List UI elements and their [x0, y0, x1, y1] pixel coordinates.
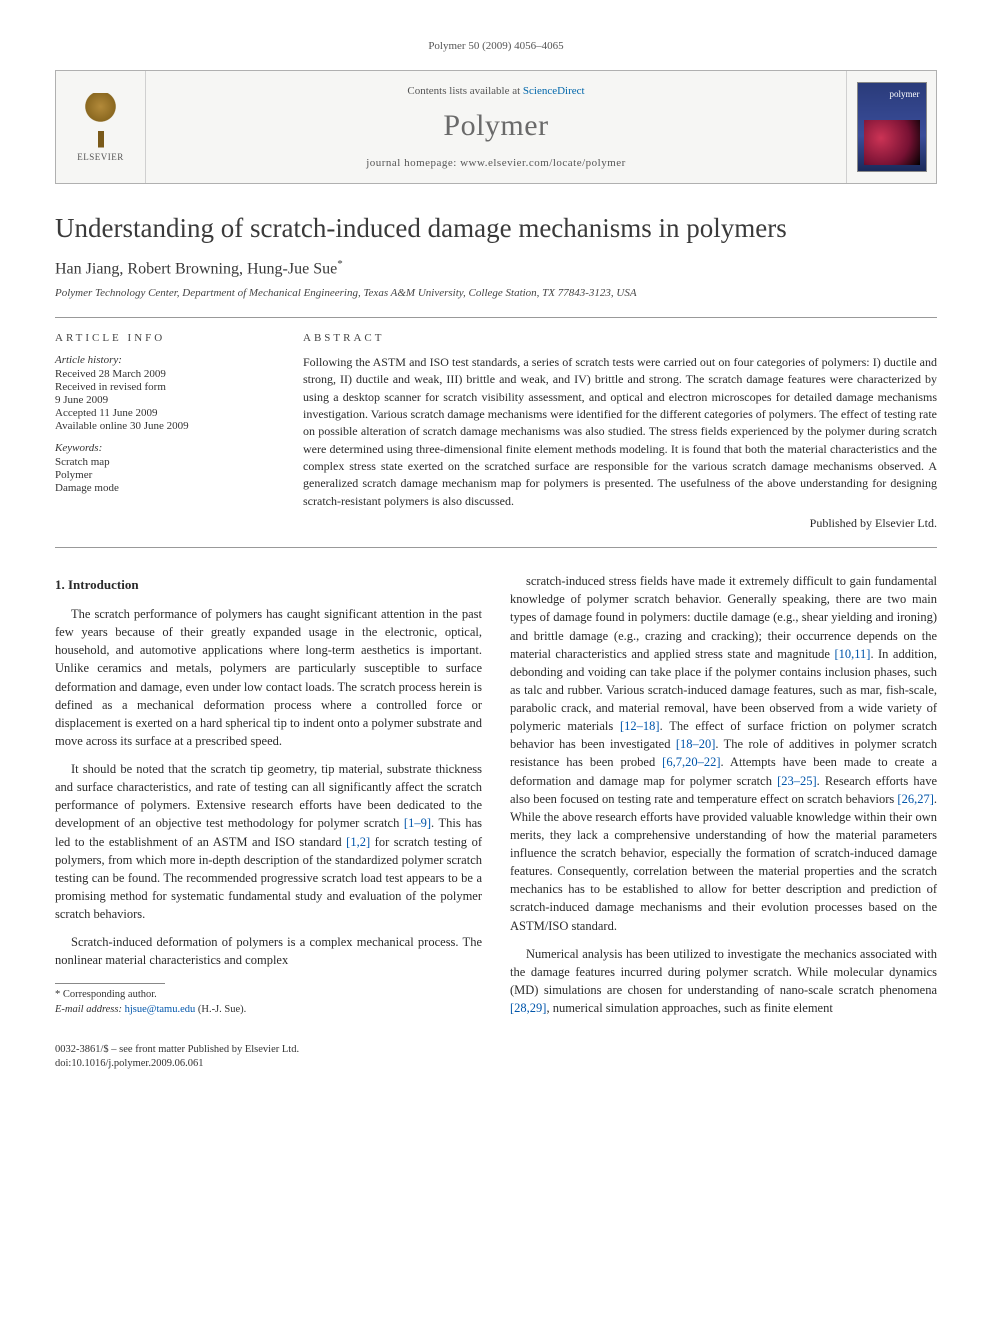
corresponding-author-footnote: * Corresponding author. E-mail address: …: [55, 988, 482, 1016]
masthead-center: Contents lists available at ScienceDirec…: [146, 71, 846, 183]
citation-link[interactable]: [6,7,20–22]: [662, 755, 720, 769]
history-line: Received 28 March 2009: [55, 368, 275, 380]
affiliation: Polymer Technology Center, Department of…: [55, 287, 937, 299]
journal-cover-block: polymer: [846, 71, 936, 183]
citation-link[interactable]: [18–20]: [676, 737, 716, 751]
publisher-label: ELSEVIER: [77, 152, 124, 162]
masthead: ELSEVIER Contents lists available at Sci…: [55, 70, 937, 184]
abstract-publisher-line: Published by Elsevier Ltd.: [303, 516, 937, 531]
elsevier-tree-icon: [73, 93, 128, 148]
citation-link[interactable]: [12–18]: [620, 719, 660, 733]
abstract-column: ABSTRACT Following the ASTM and ISO test…: [303, 332, 937, 532]
corr-author-email-line: E-mail address: hjsue@tamu.edu (H.-J. Su…: [55, 1003, 482, 1017]
history-label: Article history:: [55, 354, 275, 366]
body-paragraph: It should be noted that the scratch tip …: [55, 760, 482, 923]
email-link[interactable]: hjsue@tamu.edu: [125, 1004, 196, 1015]
history-line: Accepted 11 June 2009: [55, 407, 275, 419]
journal-cover-label: polymer: [890, 89, 920, 99]
citation-link[interactable]: [1–9]: [404, 816, 431, 830]
author-list: Han Jiang, Robert Browning, Hung-Jue Sue…: [55, 258, 937, 278]
info-abstract-row: ARTICLE INFO Article history: Received 2…: [55, 317, 937, 549]
citation-link[interactable]: [10,11]: [834, 647, 870, 661]
body-paragraph: Scratch-induced deformation of polymers …: [55, 933, 482, 969]
front-matter-line: 0032-3861/$ – see front matter Published…: [55, 1043, 937, 1057]
body-paragraph: The scratch performance of polymers has …: [55, 605, 482, 750]
keywords-label: Keywords:: [55, 442, 275, 454]
email-attribution: (H.-J. Sue).: [195, 1004, 246, 1015]
journal-name: Polymer: [156, 109, 836, 143]
keyword: Scratch map: [55, 456, 275, 468]
sciencedirect-link[interactable]: ScienceDirect: [523, 85, 585, 97]
body-paragraph: scratch-induced stress fields have made …: [510, 572, 937, 935]
email-label: E-mail address:: [55, 1004, 125, 1015]
history-line: Received in revised form: [55, 381, 275, 393]
article-info-column: ARTICLE INFO Article history: Received 2…: [55, 332, 275, 532]
keyword: Damage mode: [55, 482, 275, 494]
footnote-rule: [55, 983, 165, 984]
article-title: Understanding of scratch-induced damage …: [55, 212, 937, 244]
body-text: Numerical analysis has been utilized to …: [510, 947, 937, 997]
page-root: Polymer 50 (2009) 4056–4065 ELSEVIER Con…: [0, 0, 992, 1102]
citation-link[interactable]: [1,2]: [346, 835, 370, 849]
journal-cover-art-icon: [864, 120, 920, 165]
corr-author-mark: *: [337, 258, 343, 270]
section-heading-intro: 1. Introduction: [55, 576, 482, 595]
journal-homepage-line: journal homepage: www.elsevier.com/locat…: [156, 157, 836, 169]
keywords-block: Keywords: Scratch map Polymer Damage mod…: [55, 442, 275, 494]
authors-text: Han Jiang, Robert Browning, Hung-Jue Sue: [55, 261, 337, 278]
corr-author-label: * Corresponding author.: [55, 988, 482, 1002]
history-line: Available online 30 June 2009: [55, 420, 275, 432]
article-info-heading: ARTICLE INFO: [55, 332, 275, 344]
body-text: , numerical simulation approaches, such …: [546, 1001, 832, 1015]
body-text: . While the above research efforts have …: [510, 792, 937, 933]
citation-link[interactable]: [26,27]: [897, 792, 933, 806]
doi-line: doi:10.1016/j.polymer.2009.06.061: [55, 1057, 937, 1071]
publisher-logo-block: ELSEVIER: [56, 71, 146, 183]
page-footer: 0032-3861/$ – see front matter Published…: [55, 1043, 937, 1071]
running-header: Polymer 50 (2009) 4056–4065: [55, 40, 937, 52]
article-history-block: Article history: Received 28 March 2009 …: [55, 354, 275, 432]
citation-link[interactable]: [23–25]: [777, 774, 817, 788]
journal-cover-icon: polymer: [857, 82, 927, 172]
abstract-text: Following the ASTM and ISO test standard…: [303, 354, 937, 511]
keyword: Polymer: [55, 469, 275, 481]
contents-prefix: Contents lists available at: [407, 85, 522, 97]
citation-link[interactable]: [28,29]: [510, 1001, 546, 1015]
history-line: 9 June 2009: [55, 394, 275, 406]
abstract-heading: ABSTRACT: [303, 332, 937, 344]
contents-available-line: Contents lists available at ScienceDirec…: [156, 85, 836, 97]
homepage-prefix: journal homepage:: [366, 157, 460, 169]
body-two-column: 1. Introduction The scratch performance …: [55, 572, 937, 1027]
journal-homepage-url[interactable]: www.elsevier.com/locate/polymer: [460, 157, 626, 169]
body-paragraph: Numerical analysis has been utilized to …: [510, 945, 937, 1018]
